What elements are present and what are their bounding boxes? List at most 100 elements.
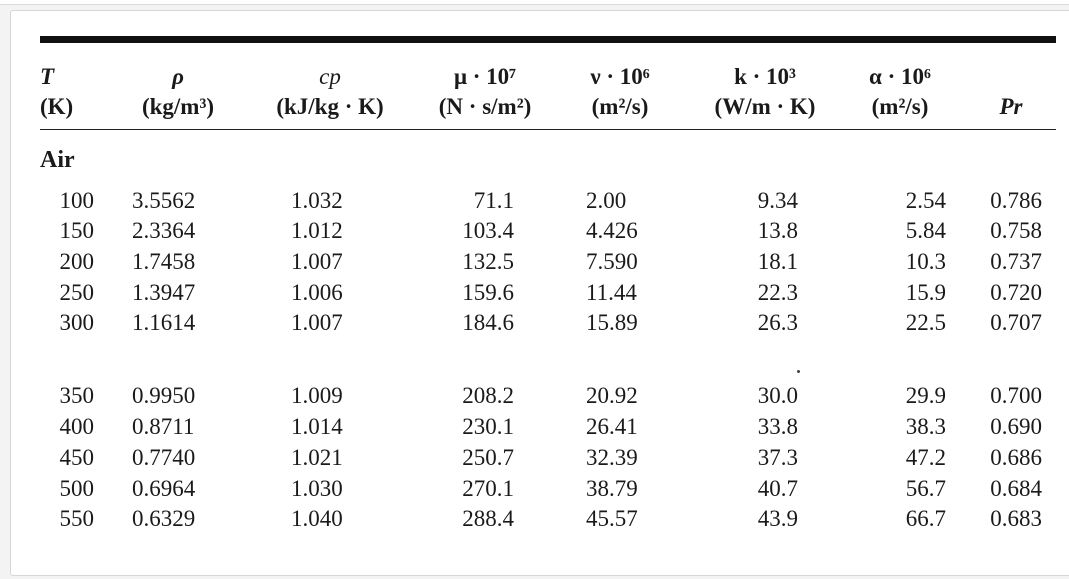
cell-specific-heat: 1.014 [291, 414, 343, 439]
cell-thermal-conductivity: 18.1 [757, 249, 798, 274]
header-prandtl-symbol: Pr [999, 94, 1023, 119]
cell-thermal-diffusivity: 10.3 [905, 249, 946, 274]
cell-prandtl: 0.684 [990, 476, 1042, 501]
cell-specific-heat: 1.030 [291, 476, 343, 501]
cell-specific-heat: 1.007 [291, 310, 343, 335]
cell-viscosity: 250.7 [462, 445, 514, 470]
header-temperature-symbol: T [40, 64, 55, 89]
cell-thermal-conductivity: 13.8 [757, 218, 798, 243]
cell-specific-heat: 1.012 [291, 218, 343, 243]
table-row: 550 0.6329 1.040 288.4 45.57 43.9 66.7 0.683 [0, 504, 1069, 534]
cell-viscosity: 159.6 [462, 280, 514, 305]
header-thermal-diffusivity: α · 10⁶ (m²/s) [850, 62, 950, 122]
header-viscosity: μ · 10⁷ (N · s/m²) [410, 62, 560, 122]
header-prandtl: Pr [986, 92, 1036, 122]
cell-density: 0.6964 [132, 476, 196, 501]
table-row: 500 0.6964 1.030 270.1 38.79 40.7 56.7 0.684 [0, 474, 1069, 504]
cell-thermal-diffusivity: 29.9 [905, 383, 946, 408]
cell-density: 0.7740 [132, 445, 196, 470]
header-thermal-conductivity: k · 10³ (W/m · K) [690, 62, 840, 122]
cell-viscosity: 103.4 [462, 218, 514, 243]
cell-prandtl: 0.700 [990, 383, 1042, 408]
table-row: 250 1.3947 1.006 159.6 11.44 22.3 15.9 0.720 [0, 278, 1069, 308]
cell-density: 0.9950 [132, 383, 196, 408]
cell-thermal-conductivity: 22.3 [757, 280, 798, 305]
header-kinematic-viscosity-symbol: ν · 10⁶ [590, 64, 650, 89]
cell-kinematic-viscosity: 7.590 [586, 249, 638, 274]
header-viscosity-unit: (N · s/m²) [438, 94, 532, 119]
cell-viscosity: 132.5 [462, 249, 514, 274]
cell-kinematic-viscosity: 15.89 [586, 310, 638, 335]
cell-temperature: 150 [59, 218, 95, 243]
table-row: 200 1.7458 1.007 132.5 7.590 18.1 10.3 0.737 [0, 247, 1069, 277]
cell-specific-heat: 1.006 [291, 280, 343, 305]
table-row: 450 0.7740 1.021 250.7 32.39 37.3 47.2 0.686 [0, 443, 1069, 473]
cell-kinematic-viscosity: 45.57 [586, 506, 638, 531]
cell-thermal-diffusivity: 5.84 [905, 218, 946, 243]
cell-viscosity: 184.6 [462, 310, 514, 335]
cell-kinematic-viscosity: 26.41 [586, 414, 638, 439]
header-specific-heat-symbol: cp [319, 64, 341, 89]
header-density: ρ (kg/m³) [118, 62, 238, 122]
cell-temperature: 400 [59, 414, 95, 439]
cell-thermal-diffusivity: 56.7 [905, 476, 946, 501]
cell-temperature: 200 [59, 249, 95, 274]
cell-thermal-diffusivity: 66.7 [905, 506, 946, 531]
cell-thermal-conductivity: 43.9 [757, 506, 798, 531]
cell-thermal-diffusivity: 22.5 [905, 310, 946, 335]
table-header-rule [40, 129, 1056, 130]
table-row: 400 0.8711 1.014 230.1 26.41 33.8 38.3 0.690 [0, 412, 1069, 442]
cell-thermal-diffusivity: 47.2 [905, 445, 946, 470]
cell-thermal-conductivity: 37.3 [757, 445, 798, 470]
cell-viscosity: 270.1 [462, 476, 514, 501]
cell-density: 1.7458 [132, 249, 196, 274]
cell-temperature: 100 [59, 188, 95, 213]
cell-prandtl: 0.707 [990, 310, 1042, 335]
print-speck [797, 370, 800, 373]
cell-specific-heat: 1.032 [291, 188, 343, 213]
cell-thermal-conductivity: 40.7 [757, 476, 798, 501]
cell-viscosity: 288.4 [462, 506, 514, 531]
header-temperature-unit: (K) [40, 94, 74, 119]
cell-thermal-diffusivity: 38.3 [905, 414, 946, 439]
cell-specific-heat: 1.009 [291, 383, 343, 408]
cell-prandtl: 0.690 [990, 414, 1042, 439]
header-kinematic-viscosity: ν · 10⁶ (m²/s) [570, 62, 670, 122]
cell-temperature: 550 [59, 506, 95, 531]
cell-density: 0.6329 [132, 506, 196, 531]
cell-temperature: 450 [59, 445, 95, 470]
cell-prandtl: 0.786 [990, 188, 1042, 213]
header-kinematic-viscosity-unit: (m²/s) [591, 94, 649, 119]
table-row: 100 3.5562 1.032 71.1 2.00 9.34 2.54 0.786 [0, 186, 1069, 216]
cell-temperature: 350 [59, 383, 95, 408]
cell-kinematic-viscosity: 2.00 [586, 188, 627, 213]
header-thermal-conductivity-symbol: k · 10³ [734, 64, 796, 89]
cell-thermal-diffusivity: 2.54 [905, 188, 946, 213]
cell-specific-heat: 1.040 [291, 506, 343, 531]
header-temperature: T (K) [40, 62, 100, 122]
cell-prandtl: 0.737 [990, 249, 1042, 274]
cell-prandtl: 0.758 [990, 218, 1042, 243]
cell-density: 0.8711 [132, 414, 195, 439]
cell-density: 1.3947 [132, 280, 196, 305]
cell-viscosity: 230.1 [462, 414, 514, 439]
cell-density: 3.5562 [132, 188, 196, 213]
cell-kinematic-viscosity: 4.426 [586, 218, 638, 243]
cell-temperature: 500 [59, 476, 95, 501]
cell-temperature: 300 [59, 310, 95, 335]
header-density-symbol: ρ [172, 64, 184, 89]
header-thermal-diffusivity-unit: (m²/s) [871, 94, 929, 119]
cell-viscosity: 71.1 [473, 188, 514, 213]
cell-kinematic-viscosity: 38.79 [586, 476, 638, 501]
table-top-rule [40, 36, 1056, 43]
section-label-air: Air [40, 147, 75, 173]
top-border [0, 0, 1069, 5]
table-row: 300 1.1614 1.007 184.6 15.89 26.3 22.5 0.707 [0, 308, 1069, 338]
cell-kinematic-viscosity: 20.92 [586, 383, 638, 408]
document-page [10, 10, 1069, 576]
table-row: 150 2.3364 1.012 103.4 4.426 13.8 5.84 0.758 [0, 216, 1069, 246]
cell-density: 1.1614 [132, 310, 196, 335]
cell-thermal-conductivity: 26.3 [757, 310, 798, 335]
cell-viscosity: 208.2 [462, 383, 514, 408]
cell-thermal-conductivity: 33.8 [757, 414, 798, 439]
